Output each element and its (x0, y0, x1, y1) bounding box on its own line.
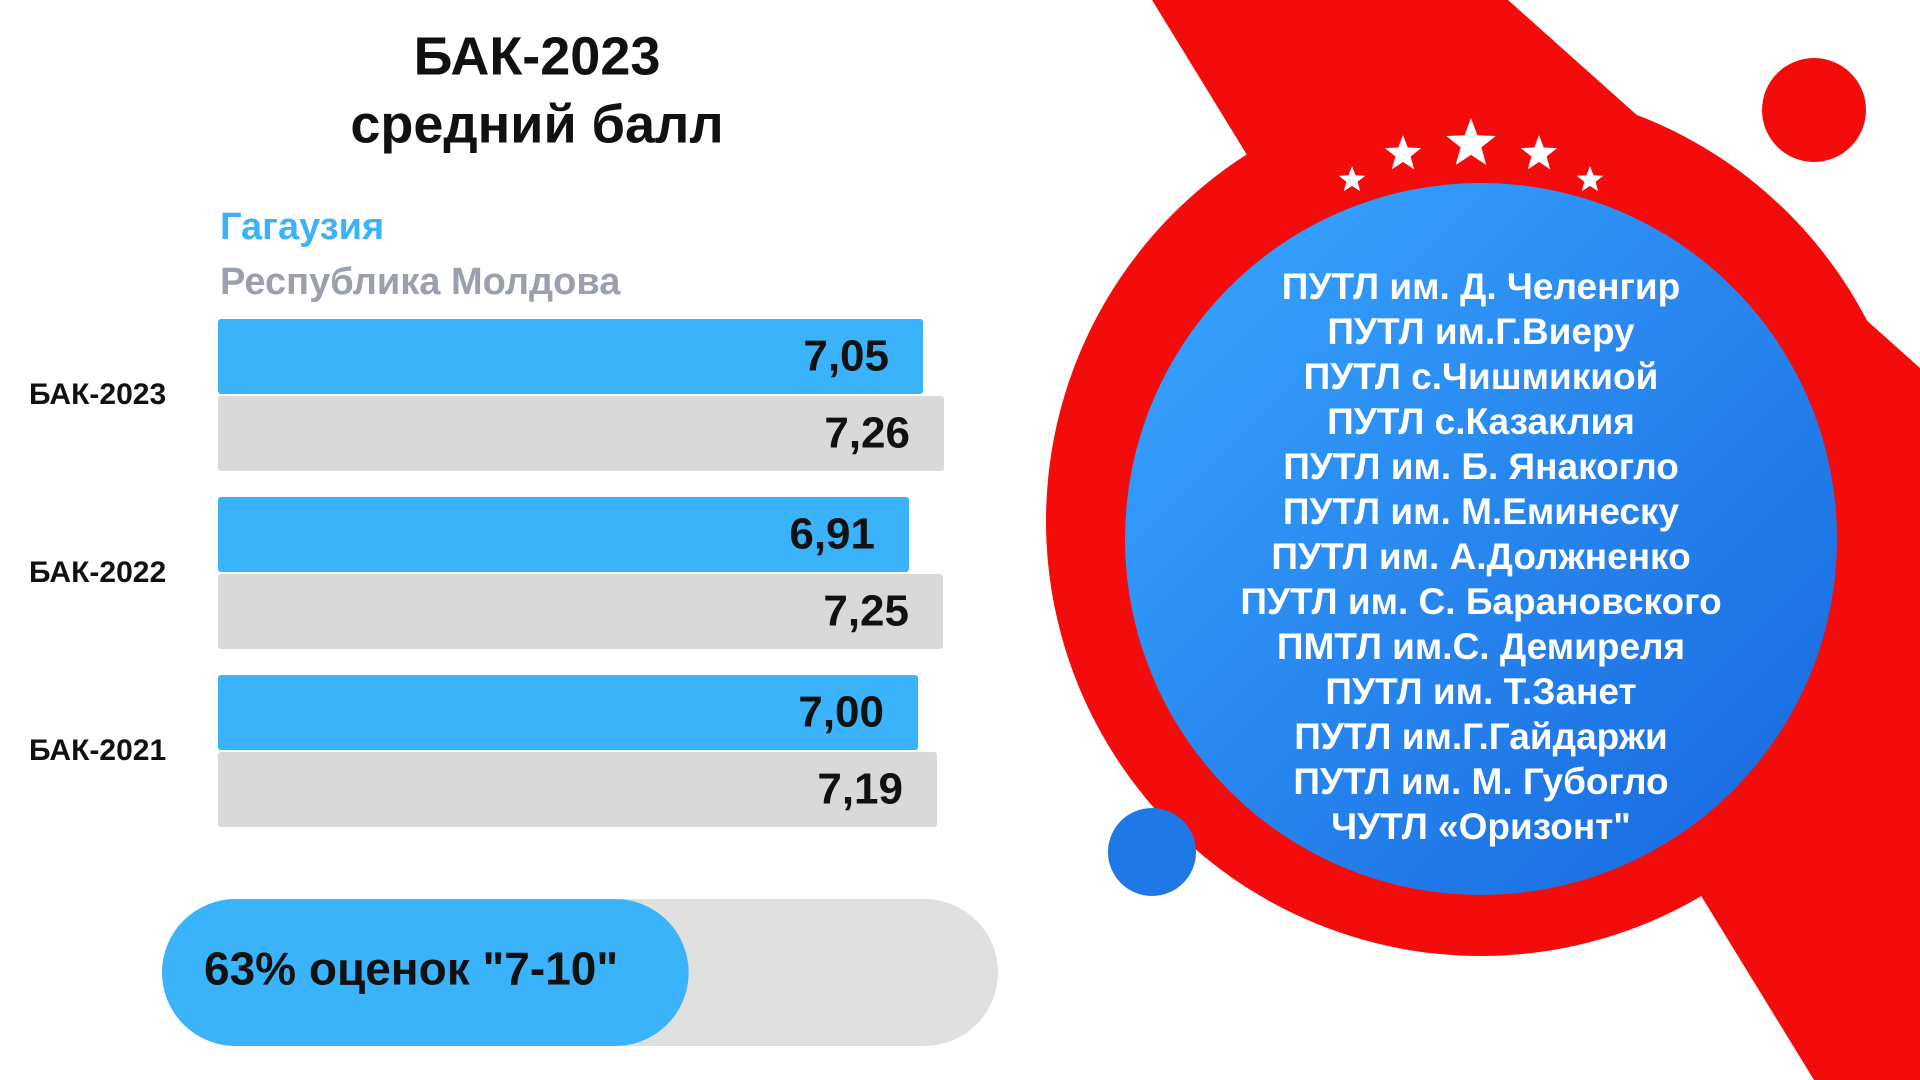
progress-bar (162, 899, 689, 1046)
school-name: ПУТЛ им.Г.Виеру (1327, 311, 1635, 352)
school-name: ПУТЛ им. С. Барановского (1240, 581, 1721, 622)
value-label: 7,25 (823, 587, 909, 636)
chart-subtitle: средний балл (350, 94, 723, 154)
legend-label: Республика Молдова (220, 261, 621, 303)
star (1576, 166, 1604, 192)
school-name: ПУТЛ им. Д. Челенгир (1282, 266, 1680, 307)
school-name: ЧУТЛ «Оризонт" (1331, 806, 1631, 847)
value-label: 7,19 (817, 765, 903, 814)
school-name: ПУТЛ им. М.Еминеску (1283, 491, 1680, 532)
stars (1338, 118, 1604, 192)
legend-label: Гагаузия (220, 206, 384, 248)
value-label: 7,05 (803, 332, 889, 381)
footer: ср.б. выше 7,00 (1362, 973, 1716, 1025)
category-label: БАК-2021 (29, 734, 166, 767)
bar (218, 319, 923, 394)
star (1520, 135, 1558, 170)
school-name: ПУТЛ им. Б. Янакогло (1283, 446, 1679, 487)
bar (218, 574, 943, 649)
red-dot (1762, 58, 1866, 162)
star (1384, 135, 1422, 170)
category-label: БАК-2022 (29, 556, 166, 589)
school-name: ПУТЛ им. Т.Занет (1325, 671, 1636, 712)
progress-label: 63% оценок "7-10" (204, 943, 618, 995)
school-name: ПУТЛ им.Г.Гайдаржи (1294, 716, 1668, 757)
star (1446, 118, 1496, 165)
school-name: ПУТЛ им. А.Должненко (1271, 536, 1690, 577)
category-label: БАК-2023 (29, 378, 166, 411)
bar (218, 396, 944, 471)
bar (218, 497, 909, 572)
school-name: ПУТЛ им. М. Губогло (1293, 761, 1668, 802)
blue-dot (1108, 808, 1196, 896)
school-name: ПУТЛ с.Казаклия (1327, 401, 1635, 442)
bar (218, 675, 918, 750)
value-label: 7,00 (798, 688, 884, 737)
value-label: 6,91 (789, 510, 875, 559)
school-name: ПУТЛ с.Чишмикиой (1304, 356, 1659, 397)
bar (218, 752, 937, 827)
chart-title: БАК-2023 (414, 26, 661, 86)
school-name: ПМТЛ им.С. Демиреля (1277, 626, 1685, 667)
value-label: 7,26 (824, 409, 910, 458)
star (1338, 166, 1366, 192)
blue-circle (1125, 183, 1837, 895)
